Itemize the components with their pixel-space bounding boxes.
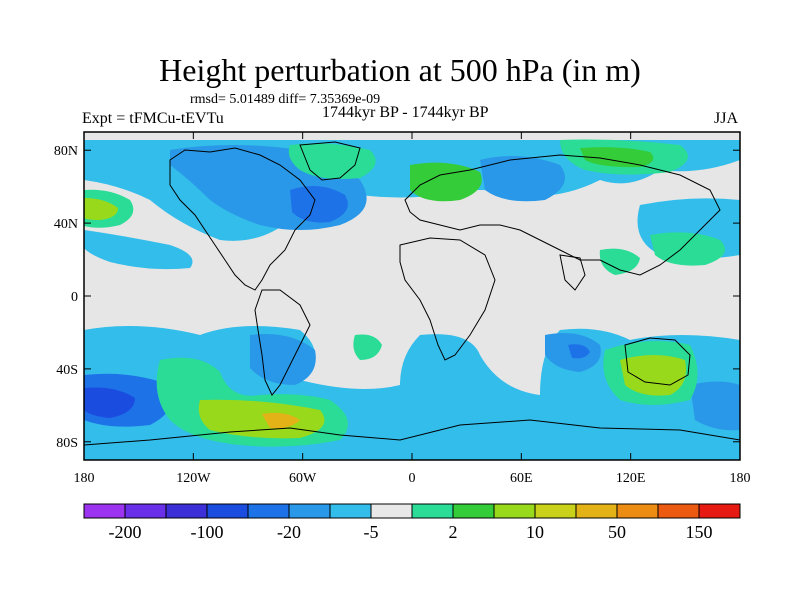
colorbar-box xyxy=(83,503,126,519)
colorbar-box xyxy=(329,503,372,519)
lat-tick-label: 80N xyxy=(54,144,78,159)
coastline-north-america xyxy=(169,147,316,291)
colorbar-label: 150 xyxy=(686,522,713,542)
colorbar-box xyxy=(657,503,700,519)
contour-positive-tibet xyxy=(599,248,640,275)
colorbar-boxes xyxy=(83,503,741,519)
contour-positive-eastasia xyxy=(650,232,725,266)
latitude-ticks: 80N 40N 0 40S 80S xyxy=(54,144,740,451)
colorbar-label: -200 xyxy=(109,522,142,542)
colorbar-label: -20 xyxy=(277,522,301,542)
lat-tick-label: 80S xyxy=(56,436,78,451)
coastline-greenland xyxy=(299,141,361,181)
colorbar-box xyxy=(370,503,413,519)
season-label: JJA xyxy=(714,110,739,127)
coastline-south-america xyxy=(254,289,311,396)
contour-negative-south-indian xyxy=(690,381,740,431)
lat-tick-label: 40S xyxy=(56,363,78,378)
stats-label: rmsd= 5.01489 diff= 7.35369e-09 xyxy=(190,92,381,107)
colorbar-label: 50 xyxy=(608,522,626,542)
colorbar-box xyxy=(493,503,536,519)
contour-fill-layer xyxy=(84,139,740,460)
coastline-india xyxy=(559,254,586,291)
lon-tick-label: 0 xyxy=(409,471,416,486)
colorbar-box xyxy=(698,503,741,519)
lon-tick-label: 120E xyxy=(616,471,646,486)
contour-positive-scandinavia xyxy=(410,162,482,202)
contour-negative-npacific xyxy=(84,230,193,270)
colorbar-box xyxy=(247,503,290,519)
lat-tick-label: 40N xyxy=(54,217,78,232)
coastline-europe-asia xyxy=(404,154,721,276)
colorbar-box xyxy=(288,503,331,519)
map-panel: 80N 40N 0 40S 80S 180 120W 60W 0 60E 120E 180 xyxy=(54,131,751,486)
lon-tick-label: 60E xyxy=(510,471,533,486)
colorbar-label: -5 xyxy=(364,522,379,542)
colorbar-label: 10 xyxy=(526,522,544,542)
colorbar: -200 -100 -20 -5 2 10 50 150 xyxy=(83,503,741,542)
longitude-ticks: 180 120W 60W 0 60E 120E 180 xyxy=(74,132,751,486)
coastline-africa xyxy=(399,237,496,361)
coastline-antarctica xyxy=(84,419,740,446)
lon-tick-label: 180 xyxy=(74,471,95,486)
contour-positive-satlantic xyxy=(353,334,382,360)
period-label: 1744kyr BP - 1744kyr BP xyxy=(322,104,489,121)
contour-positive-spacific-peak xyxy=(262,412,300,429)
coastline-layer xyxy=(84,141,740,446)
map-title: Height perturbation at 500 hPa (in m) xyxy=(159,52,641,88)
contour-negative-spacific-west-core xyxy=(84,387,135,418)
lon-tick-label: 60W xyxy=(289,471,317,486)
colorbar-box xyxy=(616,503,659,519)
contour-negative-na-core xyxy=(290,186,348,223)
contour-negative-indian-deep xyxy=(568,344,590,359)
lon-tick-label: 180 xyxy=(730,471,751,486)
colorbar-box xyxy=(452,503,495,519)
colorbar-label: 2 xyxy=(449,522,458,542)
contour-positive-npacific-west-core xyxy=(84,198,118,220)
colorbar-box xyxy=(411,503,454,519)
contour-positive-siberia-core xyxy=(580,147,654,168)
lat-tick-label: 0 xyxy=(71,290,78,305)
colorbar-box xyxy=(534,503,577,519)
colorbar-box xyxy=(124,503,167,519)
lon-tick-label: 120W xyxy=(176,471,211,486)
colorbar-box xyxy=(575,503,618,519)
contour-negative-siberia xyxy=(480,156,565,202)
colorbar-box xyxy=(206,503,249,519)
colorbar-labels: -200 -100 -20 -5 2 10 50 150 xyxy=(109,522,713,542)
colorbar-label: -100 xyxy=(191,522,224,542)
experiment-label: Expt = tFMCu-tEVTu xyxy=(82,110,224,127)
colorbar-box xyxy=(165,503,208,519)
coastline-australia xyxy=(624,337,691,386)
